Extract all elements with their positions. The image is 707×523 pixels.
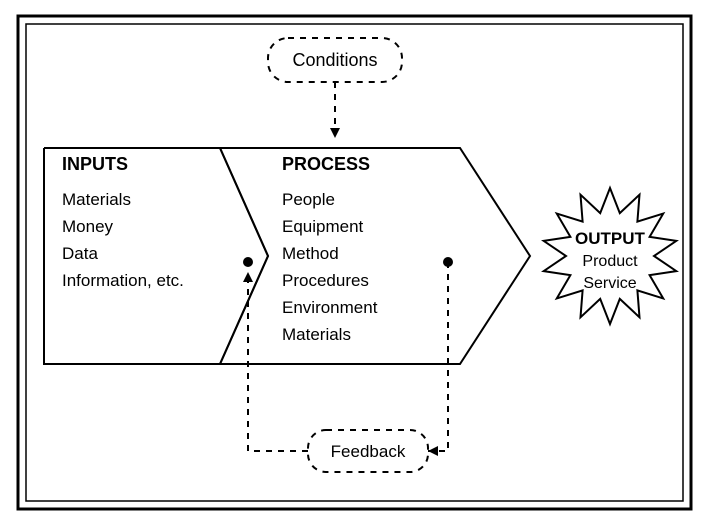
output-title: OUTPUT (575, 229, 646, 248)
inputs-item: Data (62, 244, 98, 263)
process-item: Method (282, 244, 339, 263)
process-item: People (282, 190, 335, 209)
conditions-label: Conditions (292, 50, 377, 70)
feedback-node-left (243, 257, 253, 267)
inputs-item: Money (62, 217, 114, 236)
inputs-item: Information, etc. (62, 271, 184, 290)
process-item: Materials (282, 325, 351, 344)
inputs-item: Materials (62, 190, 131, 209)
diagram-canvas: Conditions INPUTS Materials Money Data Inform… (0, 0, 707, 523)
process-item: Equipment (282, 217, 364, 236)
output-item: Service (583, 275, 636, 292)
process-item: Procedures (282, 271, 369, 290)
process-shape (220, 148, 530, 364)
process-item: Environment (282, 298, 378, 317)
process-title: PROCESS (282, 154, 370, 174)
feedback-label: Feedback (331, 442, 406, 461)
feedback-path-down (428, 262, 448, 451)
inputs-title: INPUTS (62, 154, 128, 174)
output-item: Product (582, 253, 638, 270)
